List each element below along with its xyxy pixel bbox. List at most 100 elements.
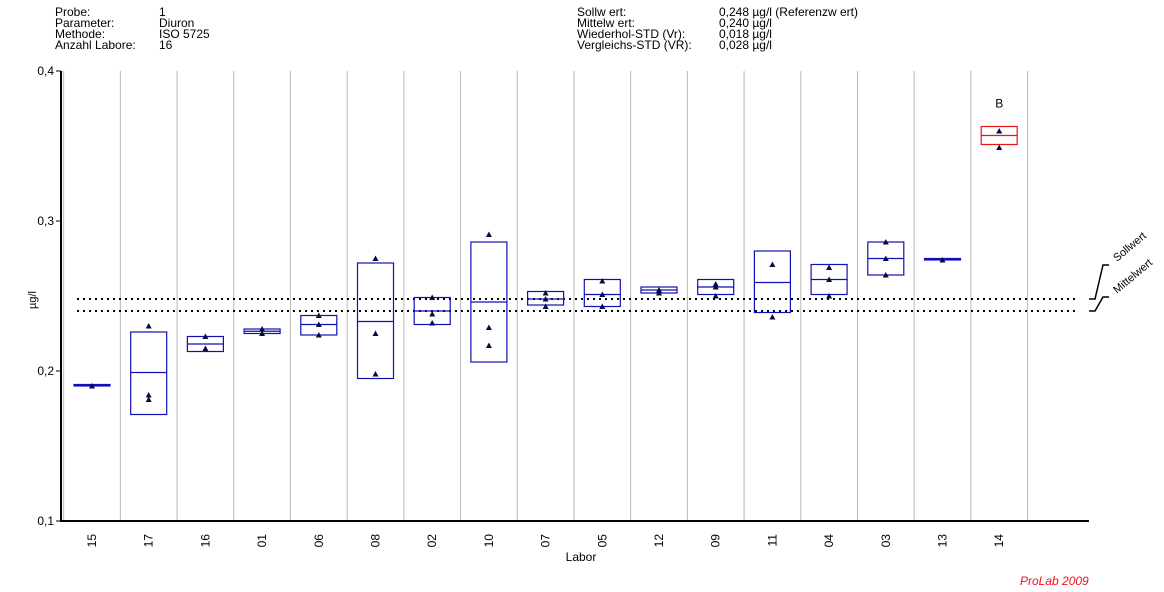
data-point (485, 231, 492, 237)
y-tick-label: 0,1 (37, 514, 54, 528)
data-point (769, 314, 776, 320)
x-tick-label-05: 05 (595, 534, 609, 548)
data-point (315, 321, 322, 327)
data-point (882, 272, 889, 278)
data-point (259, 330, 266, 336)
x-tick-label-17: 17 (142, 534, 156, 548)
data-point (485, 342, 492, 348)
y-tick-label: 0,4 (37, 64, 54, 78)
lab-04 (810, 263, 848, 299)
data-point (542, 290, 549, 296)
lab-08 (356, 255, 395, 380)
data-point (656, 287, 662, 293)
data-point (826, 276, 833, 282)
data-point (599, 278, 606, 284)
y-tick-label: 0,2 (37, 364, 54, 378)
data-point (429, 311, 436, 317)
data-point (996, 128, 1003, 134)
data-point (882, 255, 889, 261)
lab-15 (73, 383, 111, 389)
data-point (315, 332, 322, 338)
lab-box (356, 262, 395, 380)
data-point (826, 264, 833, 270)
statistics-info: Sollw ert: 0,248 µg/l (Referenzw ert) Mit… (577, 6, 858, 52)
data-point (145, 392, 152, 398)
lab-annotation: B (995, 97, 1003, 111)
x-tick-label-07: 07 (539, 534, 553, 548)
data-point (372, 371, 379, 377)
data-point (599, 291, 606, 297)
lab-box (753, 250, 792, 314)
x-tick-label-09: 09 (709, 534, 723, 548)
reference-leader (1089, 264, 1109, 300)
x-tick-label-14: 14 (992, 534, 1006, 548)
lab-11 (753, 250, 792, 320)
x-axis-label: Labor (566, 550, 597, 564)
x-tick-label-15: 15 (85, 534, 99, 548)
lab-09 (697, 278, 735, 299)
x-tick-label-06: 06 (312, 534, 326, 548)
axes: 15 17 16 01 06 08 02 10 07 05 12 09 11 04 03 13 14 0,1 0,2… (37, 64, 1089, 547)
sample-info: Probe: 1 Parameter: Diuron Methode: ISO 572… (55, 5, 210, 52)
lab-12 (640, 286, 678, 296)
data-point (202, 333, 209, 339)
reference-leader (1089, 296, 1109, 312)
lab-05 (583, 278, 621, 309)
data-point (826, 293, 833, 299)
data-point (202, 345, 209, 351)
lab-16 (186, 333, 224, 353)
lab-10 (470, 231, 508, 363)
x-tick-label-01: 01 (255, 534, 269, 548)
data-point (712, 281, 719, 287)
info-row-methode: Methode: ISO 5725 (55, 27, 210, 41)
data-point (996, 144, 1003, 150)
data-point (89, 383, 95, 389)
footer-credit: ProLab 2009 (1020, 574, 1089, 588)
data-point (485, 324, 492, 330)
data-point (259, 326, 266, 332)
data-point (145, 396, 152, 402)
data-point (882, 239, 889, 245)
data-point (712, 284, 719, 290)
data-point (656, 290, 662, 296)
data-point (429, 294, 436, 300)
lab-13 (923, 257, 962, 263)
grid (63, 71, 1029, 521)
info-row-probe: Probe: 1 (55, 5, 166, 19)
data-point (315, 312, 322, 318)
info-row-mittelwert: Mittelw ert: 0,240 µg/l (577, 16, 772, 30)
y-tick-label: 0,3 (37, 214, 54, 228)
data-point (939, 257, 946, 263)
x-tick-label-16: 16 (198, 534, 212, 548)
x-tick-label-03: 03 (879, 534, 893, 548)
info-row-wiederhol-std: Wiederhol-STD (Vr): 0,018 µg/l (577, 27, 772, 41)
x-tick-label-12: 12 (652, 534, 666, 548)
lab-02 (413, 294, 451, 326)
x-tick-label-13: 13 (936, 534, 950, 548)
data-point (712, 293, 719, 299)
x-tick-label-11: 11 (765, 534, 779, 547)
y-axis-label: µg/l (27, 291, 39, 309)
lab-14: B (980, 97, 1018, 150)
lab-03 (867, 239, 905, 278)
data-point (372, 255, 379, 261)
info-row-parameter: Parameter: Diuron (55, 16, 195, 30)
lab-boxes: B (73, 97, 1018, 416)
data-point (542, 296, 549, 302)
data-point (769, 261, 776, 267)
x-tick-label-04: 04 (822, 534, 836, 548)
data-point (372, 330, 379, 336)
x-tick-label-10: 10 (482, 534, 496, 548)
data-point (599, 303, 606, 309)
data-point (145, 323, 152, 329)
data-point (429, 320, 436, 326)
lab-17 (130, 323, 168, 416)
info-row-labore: Anzahl Labore: 16 (55, 38, 173, 52)
x-tick-label-02: 02 (425, 534, 439, 548)
info-row-vergleichs-std: Vergleichs-STD (VR): 0,028 µg/l (577, 38, 772, 52)
lab-01 (243, 326, 281, 336)
x-tick-label-08: 08 (369, 534, 383, 548)
data-point (542, 303, 549, 309)
